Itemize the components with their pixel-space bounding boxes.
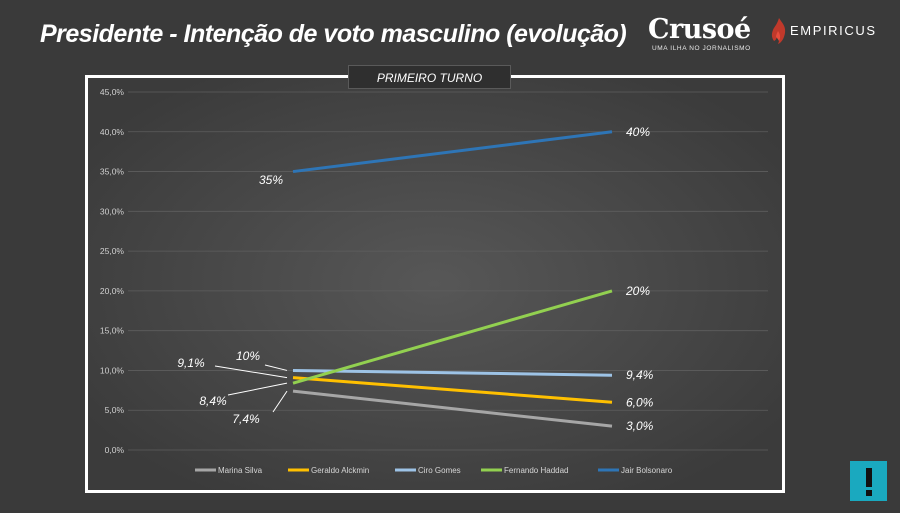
data-label: 3,0%	[626, 419, 654, 433]
chart-frame: 0,0% 5,0% 10,0% 15,0% 20,0% 25,0% 30,0% 35,0% 40…	[85, 75, 785, 493]
data-label: 10%	[236, 349, 260, 363]
data-label: 40%	[626, 125, 650, 139]
data-label-leader	[272, 390, 288, 413]
page-title: Presidente - Intenção de voto masculino …	[40, 20, 627, 48]
series-line-marina-silva	[292, 389, 613, 428]
series-line-fernando-haddad	[292, 289, 613, 385]
series-line-jair-bolsonaro	[292, 130, 613, 174]
data-label: 9,4%	[626, 368, 654, 382]
y-tick-label: 10,0%	[100, 365, 125, 375]
y-tick-label: 20,0%	[100, 286, 125, 296]
y-tick-label: 45,0%	[100, 87, 125, 97]
y-tick-label: 30,0%	[100, 206, 125, 216]
y-tick-label: 5,0%	[105, 405, 125, 415]
series-line-geraldo-alckmin	[292, 376, 613, 404]
chart-turno-label: PRIMEIRO TURNO	[348, 65, 511, 89]
data-label: 20%	[625, 284, 650, 298]
data-label: 35%	[259, 173, 283, 187]
series-line-ciro-gomes	[292, 368, 613, 377]
legend-entry: Jair Bolsonaro	[621, 466, 673, 475]
data-label-leader	[227, 382, 288, 396]
legend-entry: Fernando Haddad	[504, 466, 569, 475]
legend-entry: Geraldo Alckmin	[311, 466, 369, 475]
exclamation-icon-bar	[866, 468, 872, 487]
legend-entry: Marina Silva	[218, 466, 263, 475]
data-label: 7,4%	[232, 412, 260, 426]
crusoe-logo: Crusoé	[648, 14, 751, 45]
legend-entry: Ciro Gomes	[418, 466, 461, 475]
crusoe-tagline: UMA ILHA NO JORNALISMO	[652, 45, 751, 52]
data-label: 6,0%	[626, 395, 654, 409]
chart-plot-area: 0,0% 5,0% 10,0% 15,0% 20,0% 25,0% 30,0% 35,0% 40…	[88, 78, 782, 490]
empiricus-logo-text: EMPIRICUS	[790, 23, 877, 38]
y-tick-label: 0,0%	[105, 445, 125, 455]
flame-icon	[771, 18, 786, 44]
y-tick-label: 15,0%	[100, 326, 125, 336]
data-label-leader	[264, 364, 288, 371]
empiricus-logo: EMPIRICUS	[770, 17, 890, 47]
data-label: 8,4%	[199, 394, 227, 408]
line-chart: 0,0% 5,0% 10,0% 15,0% 20,0% 25,0% 30,0% 35,0% 40…	[100, 87, 768, 475]
y-tick-label: 40,0%	[100, 127, 125, 137]
y-tick-label: 35,0%	[100, 167, 125, 177]
data-label: 9,1%	[177, 356, 205, 370]
data-label-leader	[214, 365, 288, 379]
exclamation-icon[interactable]	[850, 461, 887, 501]
exclamation-icon-dot	[866, 490, 872, 496]
y-tick-label: 25,0%	[100, 246, 125, 256]
